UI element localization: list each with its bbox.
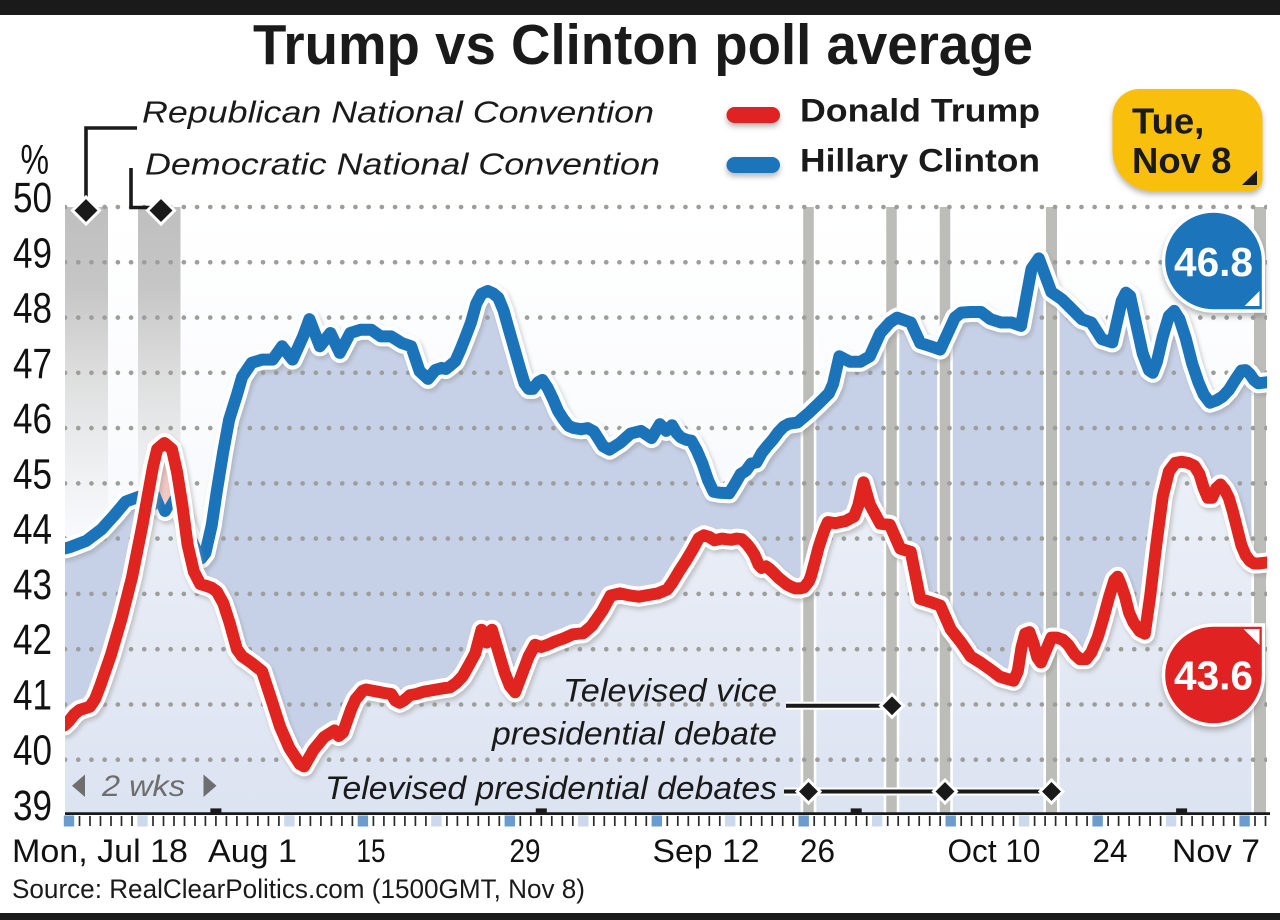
svg-text:48: 48 — [13, 286, 52, 333]
svg-text:Nov 8: Nov 8 — [1132, 140, 1231, 181]
svg-text:%: % — [21, 136, 50, 183]
svg-text:Televised presidential debates: Televised presidential debates — [325, 770, 777, 806]
svg-text:Mon, Jul 18: Mon, Jul 18 — [12, 833, 188, 869]
svg-text:Republican National Convention: Republican National Convention — [142, 95, 654, 130]
svg-text:Donald Trump: Donald Trump — [800, 93, 1040, 129]
svg-text:46.8: 46.8 — [1174, 239, 1253, 285]
svg-text:Source: RealClearPolitics.com: Source: RealClearPolitics.com (1500GMT, … — [12, 874, 585, 904]
svg-text:Trump vs Clinton poll average: Trump vs Clinton poll average — [253, 13, 1033, 77]
svg-text:Televised vice: Televised vice — [563, 673, 777, 709]
svg-text:2 wks: 2 wks — [101, 770, 185, 803]
svg-text:24: 24 — [1093, 833, 1128, 869]
svg-text:Sep 12: Sep 12 — [653, 833, 760, 869]
svg-text:29: 29 — [510, 833, 541, 869]
svg-text:Hillary Clinton: Hillary Clinton — [800, 143, 1040, 179]
svg-text:43.6: 43.6 — [1174, 653, 1253, 699]
svg-text:presidential debate: presidential debate — [491, 716, 777, 752]
svg-text:Tue,: Tue, — [1132, 101, 1204, 142]
svg-text:41: 41 — [13, 673, 52, 720]
svg-text:Oct 10: Oct 10 — [948, 833, 1041, 869]
svg-text:47: 47 — [13, 341, 52, 388]
svg-text:49: 49 — [13, 230, 52, 277]
svg-text:44: 44 — [13, 507, 52, 554]
svg-text:45: 45 — [13, 451, 52, 498]
svg-text:Nov 7: Nov 7 — [1172, 833, 1260, 869]
svg-text:40: 40 — [13, 728, 52, 775]
svg-text:43: 43 — [13, 562, 52, 609]
svg-text:50: 50 — [13, 175, 52, 222]
svg-text:46: 46 — [13, 396, 52, 443]
svg-text:15: 15 — [357, 833, 386, 869]
svg-text:42: 42 — [13, 617, 52, 664]
svg-text:Aug 1: Aug 1 — [208, 833, 297, 869]
svg-text:26: 26 — [800, 833, 835, 869]
svg-text:39: 39 — [13, 783, 52, 830]
svg-text:Democratic National Convention: Democratic National Convention — [145, 147, 660, 182]
